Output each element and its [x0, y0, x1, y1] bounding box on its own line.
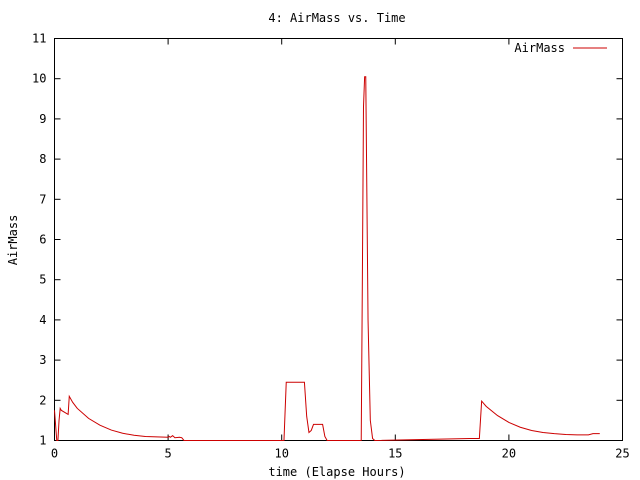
series-line-airmass — [54, 76, 600, 442]
y-tick-label: 2 — [39, 393, 46, 407]
y-axis-label: AirMass — [6, 215, 20, 266]
y-tick-label: 3 — [39, 353, 46, 367]
y-tick-label: 6 — [39, 233, 46, 247]
x-tick-label: 20 — [502, 447, 516, 461]
series-layer — [54, 76, 600, 442]
y-tick-label: 7 — [39, 192, 46, 206]
plot-frame — [54, 38, 623, 441]
x-axis: 0 5 10 15 20 25 — [51, 38, 630, 461]
x-axis-label: time (Elapse Hours) — [268, 465, 405, 479]
legend-label: AirMass — [514, 41, 565, 55]
x-tick-label: 5 — [164, 447, 171, 461]
x-tick-label: 25 — [615, 447, 629, 461]
chart-title: 4: AirMass vs. Time — [268, 11, 405, 25]
y-tick-label: 1 — [39, 434, 46, 448]
y-tick-label: 4 — [39, 313, 46, 327]
legend: AirMass — [514, 41, 607, 55]
y-tick-label: 10 — [32, 72, 46, 86]
y-tick-label: 11 — [32, 32, 46, 46]
y-axis: 1 2 3 4 5 6 7 8 9 10 11 — [32, 32, 623, 448]
y-tick-label: 9 — [39, 112, 46, 126]
x-tick-label: 0 — [51, 447, 58, 461]
x-tick-label: 15 — [388, 447, 402, 461]
y-tick-label: 8 — [39, 152, 46, 166]
y-tick-label: 5 — [39, 273, 46, 287]
x-tick-label: 10 — [274, 447, 288, 461]
